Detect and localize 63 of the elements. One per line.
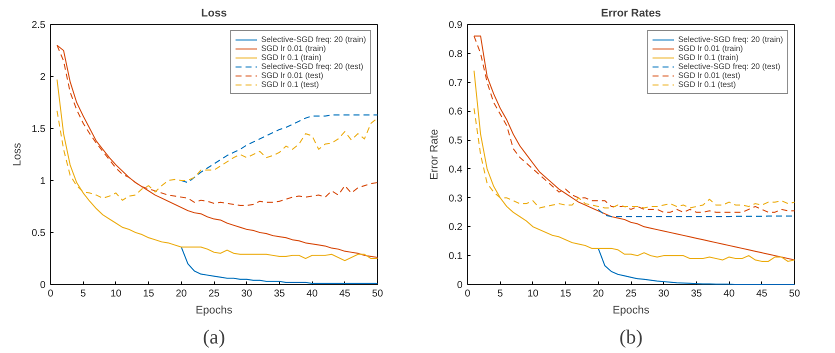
- y-tick-label: 0: [456, 280, 463, 291]
- y-tick-label: 0.4: [448, 164, 463, 176]
- x-tick-label: 10: [110, 288, 122, 300]
- legend-label: SGD lr 0.01 (test): [678, 71, 740, 80]
- legend-label: Selective-SGD freq: 20 (test): [261, 62, 364, 71]
- y-tick-label: 0.6: [448, 106, 463, 118]
- line-series: [180, 114, 378, 184]
- x-tick-label: 40: [724, 288, 736, 300]
- x-tick-label: 0: [48, 288, 54, 300]
- y-tick-label: 0.5: [448, 136, 463, 147]
- x-tick-label: 10: [527, 288, 539, 300]
- x-tick-label: 30: [658, 288, 670, 300]
- x-tick-label: 5: [497, 288, 504, 300]
- line-series: [56, 79, 378, 262]
- legend-label: SGD lr 0.01 (train): [261, 44, 326, 53]
- x-tick-label: 15: [143, 288, 155, 300]
- x-tick-label: 20: [592, 288, 604, 300]
- x-tick-label: 5: [80, 288, 86, 300]
- y-tick-label: 2: [40, 72, 46, 83]
- y-tick-label: 1: [40, 176, 46, 187]
- x-axis-title: Epochs: [196, 304, 233, 316]
- y-tick-label: 2.5: [32, 20, 46, 31]
- x-axis-title: Epochs: [612, 304, 650, 316]
- chart-title: Loss: [201, 8, 227, 20]
- legend-label: SGD lr 0.1 (test): [678, 80, 736, 89]
- x-tick-label: 25: [625, 288, 637, 300]
- legend-label: Selective-SGD freq: 20 (test): [678, 62, 780, 71]
- chart-title: Error Rates: [601, 8, 661, 20]
- legend-label: SGD lr 0.1 (train): [678, 53, 739, 62]
- line-series: [598, 248, 796, 286]
- legend-label: SGD lr 0.1 (train): [261, 53, 322, 62]
- legend-label: Selective-SGD freq: 20 (train): [261, 35, 366, 44]
- legend-label: SGD lr 0.1 (test): [261, 80, 319, 89]
- y-tick-label: 0.3: [448, 193, 463, 204]
- x-tick-label: 0: [464, 288, 471, 300]
- line-series: [180, 246, 378, 284]
- x-tick-label: 20: [176, 288, 188, 300]
- y-tick-label: 0.5: [32, 228, 46, 239]
- x-tick-label: 45: [339, 288, 351, 300]
- x-tick-label: 40: [306, 288, 318, 300]
- y-axis-title: Loss: [12, 142, 24, 166]
- y-tick-label: 0.9: [448, 20, 463, 31]
- y-tick-label: 0.8: [448, 48, 463, 60]
- x-tick-label: 45: [756, 288, 768, 300]
- text: (a): [202, 326, 226, 348]
- y-tick-label: 0: [40, 280, 46, 291]
- x-tick-label: 35: [690, 288, 702, 300]
- y-tick-label: 1.5: [32, 124, 46, 135]
- x-tick-label: 25: [208, 288, 220, 300]
- text: (b): [619, 326, 643, 348]
- x-tick-label: 50: [372, 288, 384, 300]
- y-axis-title: Error Rate: [428, 129, 441, 180]
- x-tick-label: 30: [241, 288, 253, 300]
- legend-label: SGD lr 0.01 (test): [261, 71, 324, 80]
- legend-label: SGD lr 0.01 (train): [678, 44, 743, 53]
- legend-label: Selective-SGD freq: 20 (train): [678, 35, 783, 44]
- line-series: [473, 70, 796, 262]
- x-tick-label: 50: [788, 288, 800, 300]
- y-tick-label: 0.2: [448, 222, 463, 234]
- y-tick-label: 0.1: [448, 251, 463, 262]
- x-tick-label: 15: [560, 288, 572, 300]
- x-tick-label: 35: [274, 288, 286, 300]
- y-tick-label: 0.7: [448, 78, 463, 89]
